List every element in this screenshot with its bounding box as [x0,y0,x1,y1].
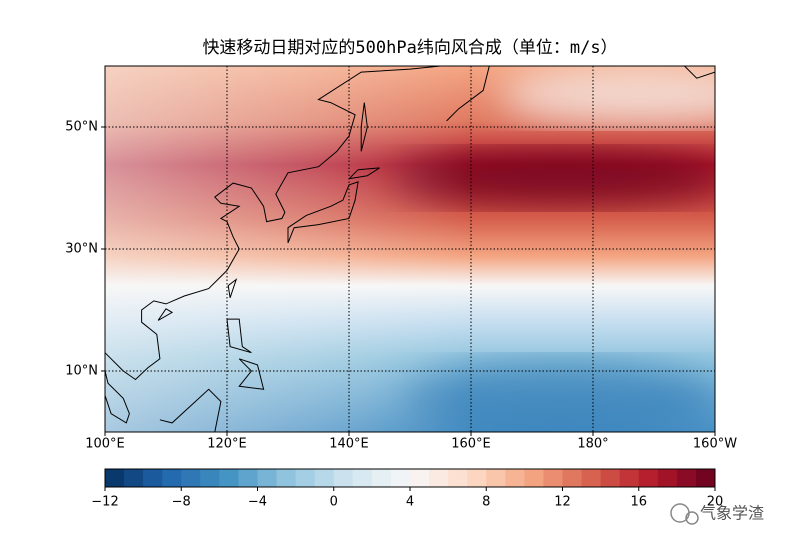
colorbar-segment [314,469,335,487]
colorbar-segment [638,469,659,487]
colorbar-tick-label: 12 [554,495,571,510]
colorbar-segment [124,469,144,487]
y-tick-label: 10°N [65,364,98,379]
x-tick-label: 140°E [329,437,369,452]
coastline [226,318,252,354]
colorbar-segment [505,469,525,487]
colorbar-tick-label: 4 [406,495,414,510]
colorbar-segment [105,469,125,487]
coastline [287,181,359,244]
wind-field [105,66,715,432]
coastline [684,66,715,79]
coastline [227,278,238,298]
colorbar-tick-label: −8 [172,495,191,510]
x-tick-label: 100°E [85,437,125,452]
coastline [360,102,368,152]
y-tick-label: 50°N [65,120,98,135]
coastline [159,388,222,432]
x-tick-label: 180° [577,437,608,452]
coastline [157,308,174,321]
map-frame [104,65,716,433]
colorbar-segment [562,469,583,487]
x-tick-label: 120°E [207,437,247,452]
colorbar-segment [619,469,640,487]
colorbar: −12 −8 −4 0 4 8 12 16 20 [91,468,724,510]
colorbar-segment [486,469,506,487]
colorbar-segment [429,469,449,487]
colorbar-segment [524,469,544,487]
colorbar-segment [371,469,392,487]
colorbar-segment [600,469,621,487]
colorbar-segment [543,469,563,487]
colorbar-tick-label: 16 [630,495,647,510]
coastline [446,66,490,122]
colorbar-segment [695,469,716,487]
y-tick-label: 30°N [65,242,98,257]
colorbar-segment [238,469,258,487]
colorbar-tick-label: −4 [248,495,267,510]
coastline [348,167,380,180]
colorbar-segment [410,469,430,487]
colorbar-segment [448,469,468,487]
colorbar-segment [581,469,602,487]
coastline [238,358,265,390]
watermark-text: 气象学渣 [700,504,764,523]
colorbar-segment [657,469,678,487]
colorbar-segment [390,469,411,487]
colorbar-segment [143,469,163,487]
colorbar-segment [333,469,354,487]
colorbar-segment [676,469,697,487]
watermark: 气象学渣 [670,503,764,525]
coastline [105,370,130,424]
colorbar-tick-label: 20 [707,495,724,510]
colorbar-segment [162,469,182,487]
colorbar-segment [200,469,220,487]
colorbar-segment [181,469,201,487]
x-tick-label: 160°E [451,437,491,452]
colorbar-segment [295,469,316,487]
chart-title: 快速移动日期对应的500hPa纬向风合成（单位：m/s） [202,38,617,58]
x-tick-label: 160°W [693,437,737,452]
gridlines: 100°E 120°E 140°E 160°E 180° 160°W 10°N 30°N 50°… [65,66,737,452]
colorbar-segment [219,469,239,487]
colorbar-segment [257,469,278,487]
colorbar-tick-label: 0 [330,495,338,510]
colorbar-tick-label: −12 [91,495,118,510]
colorbar-segment [276,469,297,487]
colorbar-tick-label: 8 [482,495,490,510]
colorbar-segment [352,469,373,487]
colorbar-segment [467,469,487,487]
